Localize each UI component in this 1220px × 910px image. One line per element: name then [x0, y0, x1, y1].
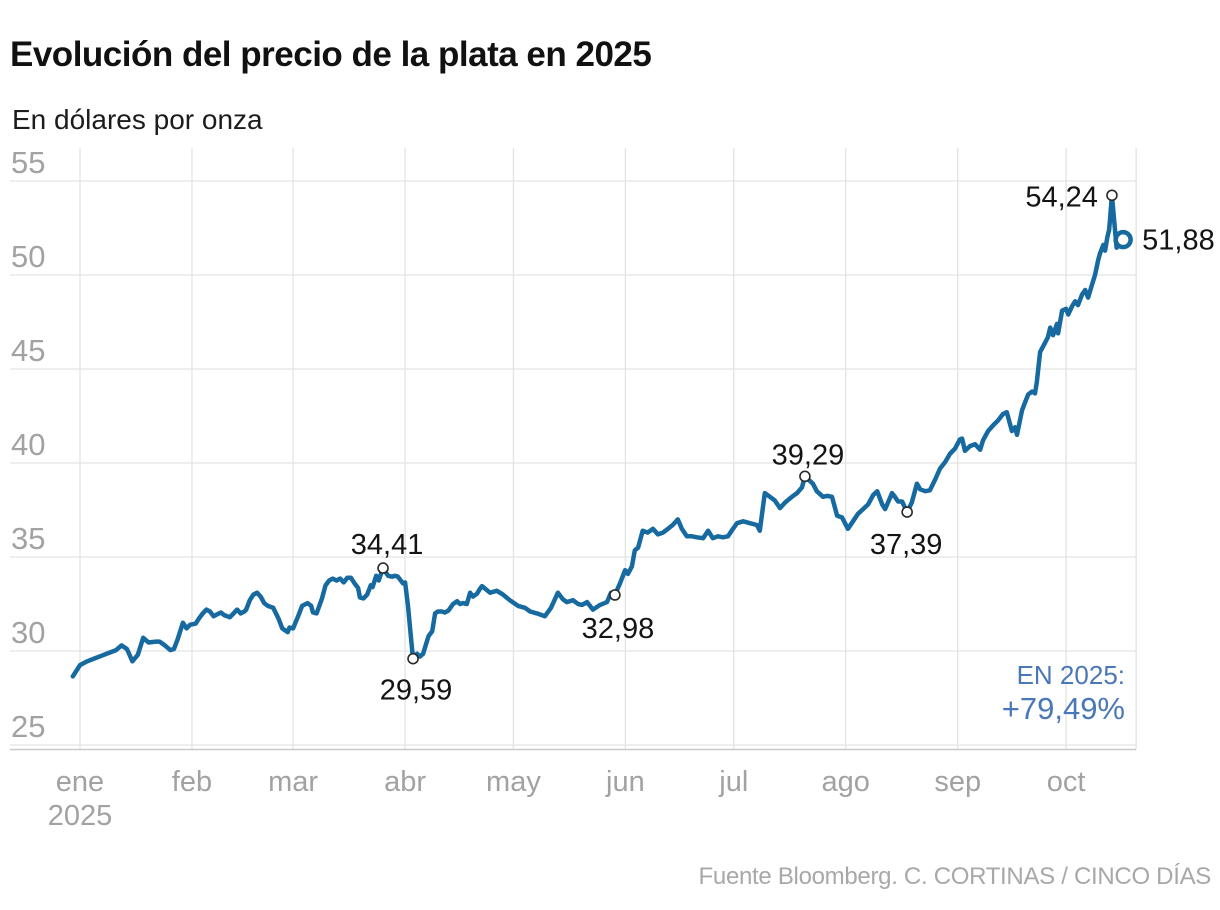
annotation-label: 29,59	[380, 675, 453, 707]
y-tick-label: 30	[11, 615, 45, 650]
annotation-label: 39,29	[772, 439, 845, 471]
y-tick-label: 25	[11, 709, 45, 744]
annotation-dot	[377, 562, 389, 574]
annotation-label: 32,98	[582, 613, 655, 645]
y-tick-label: 50	[11, 239, 45, 274]
annotation-label: 54,24	[1025, 181, 1098, 213]
y-tick-label: 55	[11, 145, 45, 180]
annotation-label: 51,88	[1142, 225, 1215, 257]
x-tick-label: mar	[268, 766, 318, 798]
y-tick-label: 35	[11, 521, 45, 556]
y-tick-label: 45	[11, 333, 45, 368]
annotation-dot	[1106, 189, 1118, 202]
annotation-label: 34,41	[351, 529, 424, 561]
annotation-dot	[799, 470, 811, 483]
ytd-change-label: EN 2025:	[1016, 660, 1125, 690]
annotation-dot	[407, 652, 419, 665]
x-axis-year-label: 2025	[48, 800, 113, 832]
last-value-marker	[1113, 229, 1133, 250]
x-tick-label: jul	[718, 766, 748, 798]
x-tick-label: ene	[56, 766, 104, 798]
x-tick-label: sep	[934, 766, 981, 798]
page-title: Evolución del precio de la plata en 2025	[10, 35, 652, 75]
x-tick-label: oct	[1047, 766, 1086, 798]
annotation-dot	[901, 506, 913, 518]
x-tick-label: jun	[605, 766, 645, 798]
annotation-dot	[609, 589, 621, 601]
ytd-change-badge: EN 2025: +79,49%	[1002, 660, 1125, 727]
x-tick-label: may	[486, 766, 541, 798]
ytd-change-value: +79,49%	[1001, 690, 1125, 726]
x-tick-label: abr	[384, 766, 426, 798]
x-tick-label: feb	[172, 766, 212, 798]
y-tick-label: 40	[11, 427, 45, 462]
price-line	[70, 193, 1126, 679]
chart-subtitle: En dólares por onza	[12, 104, 263, 135]
source-credit: Fuente Bloomberg. C. CORTINAS / CINCO DÍ…	[698, 863, 1212, 890]
x-tick-label: ago	[822, 766, 870, 798]
annotation-label: 37,39	[870, 529, 943, 561]
